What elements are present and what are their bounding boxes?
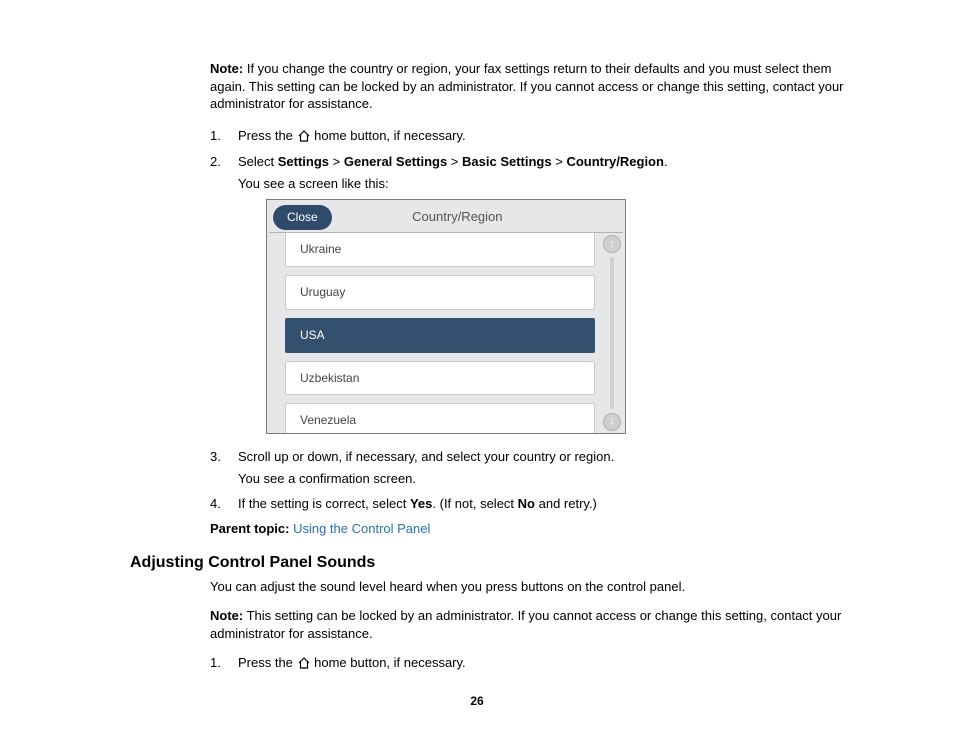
t: Select [238, 154, 278, 169]
parent-topic-label: Parent topic: [210, 521, 293, 536]
step-number: 1. [210, 127, 221, 145]
device-header: Close Country/Region [269, 202, 623, 232]
step-number: 2. [210, 153, 221, 171]
close-button[interactable]: Close [273, 205, 332, 230]
parent-topic: Parent topic: Using the Control Panel [210, 521, 844, 536]
t: Basic Settings [462, 154, 552, 169]
t: > [447, 154, 462, 169]
scroll-up-icon[interactable]: ↑ [603, 235, 621, 253]
step-number: 3. [210, 448, 221, 466]
list-item-selected[interactable]: USA [285, 318, 595, 353]
step-text-b: home button, if necessary. [311, 128, 466, 143]
page-content: Note: If you change the country or regio… [0, 0, 954, 675]
t: and retry.) [535, 496, 597, 511]
section-intro: You can adjust the sound level heard whe… [210, 578, 844, 596]
t: No [518, 496, 535, 511]
list-item[interactable]: Ukraine [285, 233, 595, 267]
device-frame: Close Country/Region Ukraine Uruguay USA… [266, 199, 626, 434]
t: Press the [238, 655, 297, 670]
scroll-down-icon[interactable]: ↓ [603, 413, 621, 431]
section-note: Note: This setting can be locked by an a… [210, 607, 844, 642]
section-heading: Adjusting Control Panel Sounds [130, 554, 844, 572]
note-label: Note: [210, 61, 243, 76]
parent-topic-link[interactable]: Using the Control Panel [293, 521, 430, 536]
step-number: 4. [210, 495, 221, 513]
t: home button, if necessary. [311, 655, 466, 670]
t: > [329, 154, 344, 169]
t: Country/Region [566, 154, 664, 169]
country-list: Ukraine Uruguay USA Uzbekistan Venezuela [269, 233, 601, 433]
step-1: 1. Press the home button, if necessary. [210, 127, 844, 147]
device-title: Country/Region [332, 208, 583, 226]
note-paragraph: Note: If you change the country or regio… [210, 60, 844, 113]
step-text: Scroll up or down, if necessary, and sel… [238, 449, 614, 464]
list-item[interactable]: Uruguay [285, 275, 595, 310]
step-2-sub: You see a screen like this: [238, 175, 844, 193]
note-label: Note: [210, 608, 243, 623]
t: . (If not, select [432, 496, 517, 511]
t: If the setting is correct, select [238, 496, 410, 511]
home-icon [297, 129, 311, 147]
t: Yes [410, 496, 432, 511]
scroll-track [610, 257, 614, 409]
scroll-column: ↑ ↓ [601, 233, 623, 433]
content-column: Note: If you change the country or regio… [210, 60, 844, 536]
step-4: 4. If the setting is correct, select Yes… [210, 495, 844, 513]
t: > [552, 154, 567, 169]
note-text: This setting can be locked by an adminis… [210, 608, 841, 641]
steps-list-1: 1. Press the home button, if necessary. … [210, 127, 844, 513]
t: General Settings [344, 154, 447, 169]
page-number: 26 [0, 694, 954, 708]
device-body: Ukraine Uruguay USA Uzbekistan Venezuela… [269, 232, 623, 433]
steps-list-2: 1. Press the home button, if necessary. [210, 654, 844, 674]
step-number: 1. [210, 654, 221, 672]
section-content: You can adjust the sound level heard whe… [210, 578, 844, 675]
step-2: 2. Select Settings > General Settings > … [210, 153, 844, 434]
home-icon [297, 656, 311, 674]
step-3: 3. Scroll up or down, if necessary, and … [210, 448, 844, 488]
note-text: If you change the country or region, you… [210, 61, 844, 111]
t: . [664, 154, 668, 169]
device-screenshot: Close Country/Region Ukraine Uruguay USA… [266, 199, 844, 434]
list-item[interactable]: Venezuela [285, 403, 595, 433]
step-1b: 1. Press the home button, if necessary. [210, 654, 844, 674]
list-item[interactable]: Uzbekistan [285, 361, 595, 396]
step-text-a: Press the [238, 128, 297, 143]
step-3-sub: You see a confirmation screen. [238, 470, 844, 488]
t: Settings [278, 154, 329, 169]
